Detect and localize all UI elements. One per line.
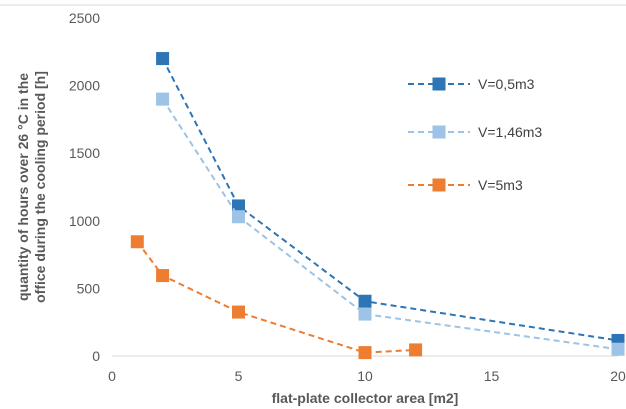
data-point	[232, 210, 245, 224]
data-point	[232, 305, 245, 319]
legend-label: V=1,46m3	[478, 124, 542, 140]
data-point	[409, 343, 423, 357]
x-tick-label: 5	[235, 368, 243, 384]
series-layer	[130, 52, 625, 360]
legend-entry-1: V=0,5m3	[408, 76, 535, 92]
y-tick-label: 1500	[69, 145, 100, 161]
y-tick-label: 1000	[69, 213, 100, 229]
series-1	[156, 52, 625, 347]
series-2	[156, 92, 625, 356]
series-line	[161, 98, 619, 351]
y-axis-title-line-2: office during the cooling period [h]	[32, 71, 48, 303]
axes: 0 500 1000 1500 2000 2500 0 5 10 15 20	[69, 10, 626, 384]
series-line	[161, 58, 619, 342]
data-point	[156, 92, 170, 106]
y-tick-label: 2000	[69, 78, 100, 94]
x-tick-label: 20	[610, 368, 626, 384]
x-tick-label: 0	[108, 368, 116, 384]
data-point	[358, 307, 372, 321]
legend-marker	[432, 125, 446, 139]
legend: V=0,5m3 V=1,46m3 V=5m3	[408, 76, 542, 193]
legend-label: V=5m3	[478, 177, 523, 193]
y-tick-label: 500	[77, 280, 101, 296]
y-axis-title-line-1: quantity of hours over 26 °C in the	[15, 73, 31, 301]
legend-marker	[432, 178, 446, 192]
data-point	[611, 342, 625, 356]
y-tick-label: 0	[92, 348, 100, 364]
x-tick-label: 15	[484, 368, 500, 384]
data-point	[130, 235, 144, 249]
series-3	[130, 235, 423, 360]
x-axis-title: flat-plate collector area [m2]	[272, 390, 459, 406]
data-point	[232, 199, 245, 213]
data-point	[358, 294, 372, 308]
data-point	[358, 346, 372, 360]
legend-entry-2: V=1,46m3	[408, 124, 542, 140]
legend-entry-3: V=5m3	[408, 177, 523, 193]
series-line	[136, 241, 416, 354]
legend-marker	[432, 77, 446, 91]
data-point	[156, 269, 170, 283]
x-tick-label: 10	[357, 368, 373, 384]
data-point	[156, 52, 170, 66]
y-tick-label: 2500	[69, 10, 100, 26]
legend-label: V=0,5m3	[478, 76, 535, 92]
